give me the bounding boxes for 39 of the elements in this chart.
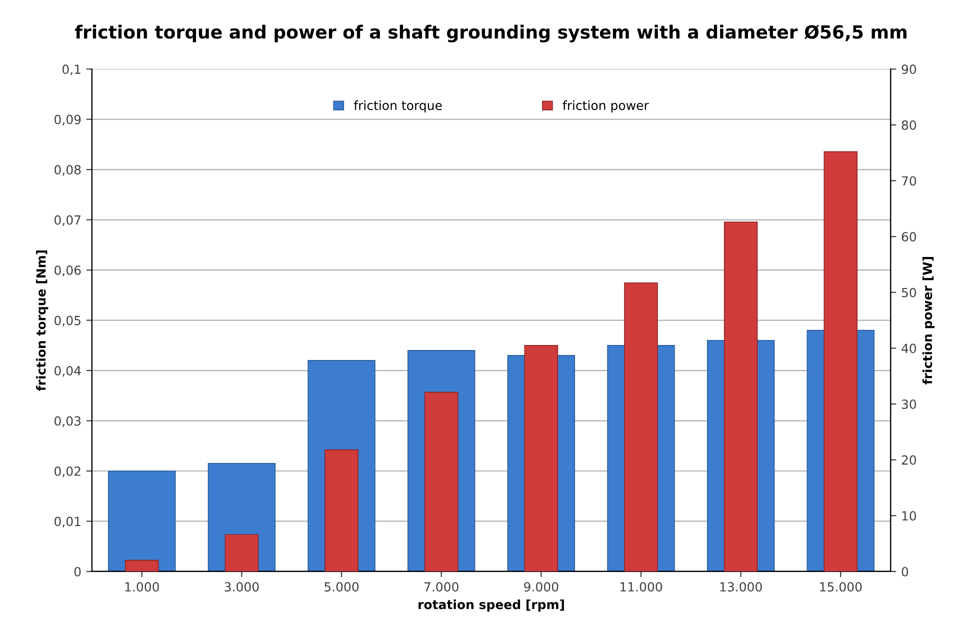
bar <box>108 470 176 572</box>
y-tick-label: 0,09 <box>54 114 81 126</box>
y-tick-label: 0,06 <box>54 266 81 276</box>
x-tick-label: 1.000 <box>125 582 159 592</box>
y2-tick-label: 90 <box>902 64 916 74</box>
y-axis-title: friction torque [Nm] <box>36 250 48 391</box>
y-tick-label: 0,08 <box>54 165 81 176</box>
y-tick-label: 0,05 <box>54 316 80 326</box>
y-tick-label: 0,04 <box>54 366 81 377</box>
y-tick-label: 0 <box>74 566 81 576</box>
y2-tick-label: 60 <box>902 232 916 242</box>
x-tick-label: 15.000 <box>820 582 862 592</box>
x-tick-label: 13.000 <box>720 582 762 592</box>
bar <box>124 560 159 572</box>
legend-label: friction torque <box>354 100 442 113</box>
bar <box>224 534 259 572</box>
x-tick-label: 11.000 <box>620 582 662 592</box>
x-axis-title: rotation speed [rpm] <box>418 600 564 612</box>
y-tick-label: 0,1 <box>62 64 80 76</box>
x-tick-label: 7.000 <box>424 582 458 592</box>
y2-tick-label: 10 <box>902 511 916 521</box>
y2-tick-label: 20 <box>902 455 916 465</box>
x-tick-label: 5.000 <box>324 582 359 592</box>
legend-label: friction power <box>562 100 649 113</box>
chart-title: friction torque and power of a shaft grounding system with a diameter Ø56,5 mm <box>74 24 906 42</box>
x-tick-label: 9.000 <box>524 582 558 592</box>
bar <box>324 449 358 572</box>
y2-tick-label: 40 <box>902 344 916 354</box>
y2-tick-label: 30 <box>902 399 916 409</box>
y-tick-label: 0,02 <box>54 466 80 478</box>
y-tick-label: 0,07 <box>54 215 80 226</box>
y-tick-label: 0,03 <box>54 416 81 427</box>
y2-tick-label: 50 <box>902 288 916 298</box>
y2-tick-label: 70 <box>902 176 916 186</box>
y2-tick-label: 80 <box>902 120 916 130</box>
x-tick-label: 3.000 <box>224 582 259 592</box>
y-tick-label: 0,01 <box>54 516 80 528</box>
y2-tick-label: 0 <box>902 566 908 576</box>
y2-axis-title: friction power [W] <box>922 257 935 384</box>
